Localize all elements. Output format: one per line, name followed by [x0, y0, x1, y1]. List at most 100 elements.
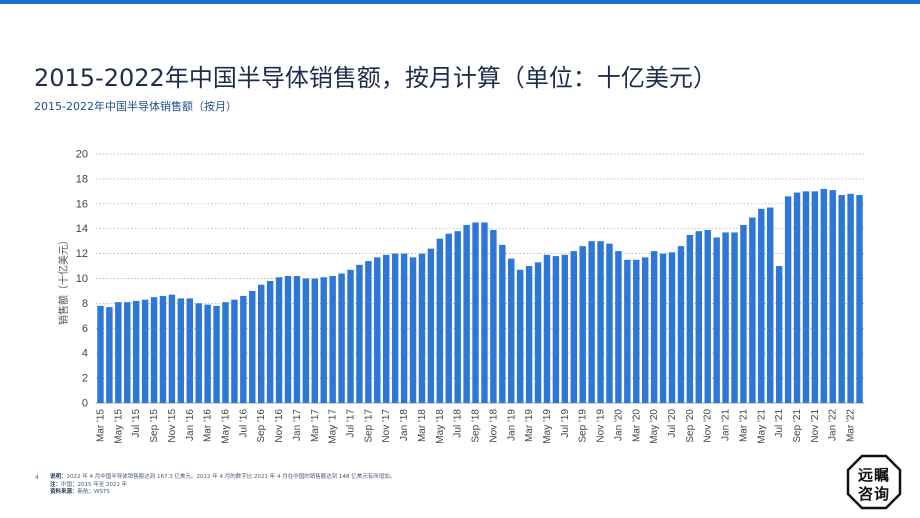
bar — [400, 253, 408, 403]
bar — [249, 290, 256, 403]
bar — [204, 304, 211, 403]
bar — [713, 237, 720, 403]
x-tick-label: Nov '20 — [703, 409, 714, 443]
bar — [445, 233, 452, 403]
chart-subtitle: 2015-2022年中国半导体销售额（按月） — [34, 100, 237, 113]
x-tick-label: Sep '15 — [149, 409, 160, 443]
bar — [150, 297, 158, 403]
bar — [97, 305, 104, 403]
bar — [231, 299, 238, 403]
bar — [508, 258, 515, 403]
bar — [257, 284, 265, 403]
bar — [758, 208, 765, 403]
y-tick-label: 4 — [82, 348, 88, 360]
x-tick-label: Jul '18 — [453, 409, 464, 438]
x-tick-label: Nov '17 — [381, 409, 392, 443]
bar — [427, 248, 435, 403]
bar — [302, 278, 310, 403]
bar — [383, 254, 390, 403]
x-tick-label: Nov '18 — [488, 409, 499, 443]
bar — [704, 229, 711, 403]
bar — [311, 278, 319, 403]
x-tick-label: Jul '16 — [238, 409, 249, 438]
bar — [650, 251, 658, 403]
bar — [141, 299, 149, 403]
bar — [284, 276, 292, 403]
y-axis-ticks: 0 2 4 6 8 10 12 14 16 18 20 — [76, 149, 88, 410]
x-tick-label: Jan '19 — [506, 409, 517, 441]
bar — [659, 253, 667, 403]
bar — [784, 196, 792, 403]
page-number: 4 — [35, 474, 39, 481]
x-tick-label: May '15 — [113, 409, 124, 444]
x-tick-label: Jan '20 — [613, 409, 624, 441]
y-tick-label: 20 — [76, 149, 88, 161]
bar — [499, 244, 506, 403]
bar — [606, 243, 613, 403]
bar — [195, 303, 202, 403]
y-tick-label: 18 — [76, 173, 88, 185]
x-tick-label: Nov '19 — [596, 409, 607, 443]
x-tick-label: Nov '21 — [810, 409, 821, 443]
page-title: 2015-2022年中国半导体销售额，按月计算（单位：十亿美元） — [34, 64, 717, 92]
bar — [561, 254, 569, 403]
y-tick-label: 12 — [76, 248, 88, 260]
bars — [97, 188, 863, 403]
bar — [463, 224, 470, 403]
footnotes: 说明：2022 年 4 月中国半导体销售额达到 167.3 亿美元。2022 年… — [50, 474, 395, 497]
bar — [356, 264, 363, 403]
y-tick-label: 6 — [82, 323, 88, 335]
bar — [838, 195, 845, 403]
bar — [686, 234, 694, 403]
bar — [168, 294, 176, 403]
bar — [597, 241, 604, 403]
y-tick-label: 10 — [76, 273, 88, 285]
bar — [338, 273, 345, 403]
bar — [374, 257, 381, 403]
x-tick-label: Mar '16 — [203, 409, 214, 442]
x-tick-label: Sep '21 — [792, 409, 803, 443]
logo-octagon-icon — [846, 454, 902, 510]
x-tick-label: May '20 — [649, 409, 660, 444]
bar — [222, 302, 229, 403]
x-tick-label: Nov '15 — [167, 409, 178, 443]
bar — [767, 207, 774, 403]
x-tick-label: Sep '17 — [363, 409, 374, 443]
bar — [802, 191, 810, 403]
bar — [847, 193, 854, 403]
bar — [775, 266, 783, 403]
bar — [516, 269, 524, 403]
bar — [347, 269, 354, 403]
bar — [615, 251, 622, 403]
y-tick-label: 8 — [82, 298, 88, 310]
x-tick-label: May '16 — [220, 409, 231, 444]
x-tick-label: Jul '17 — [346, 409, 357, 438]
x-tick-label: Jan '18 — [399, 409, 410, 441]
x-tick-label: Mar '21 — [738, 409, 749, 442]
bar — [186, 298, 193, 403]
gridlines — [96, 153, 864, 404]
bar — [409, 257, 417, 403]
bar — [132, 300, 140, 403]
bar — [829, 190, 836, 403]
bar — [365, 261, 372, 403]
bar — [106, 307, 113, 403]
bar — [695, 231, 703, 403]
y-tick-label: 2 — [82, 373, 88, 385]
x-tick-label: Jul '15 — [131, 409, 142, 438]
y-tick-label: 14 — [76, 223, 88, 235]
y-tick-label: 16 — [76, 198, 88, 210]
bar — [624, 259, 631, 403]
y-axis-label: 销售额（十亿美元） — [57, 235, 70, 325]
bar — [240, 295, 247, 403]
bar — [856, 195, 863, 403]
bar — [749, 217, 756, 403]
x-tick-label: Mar '18 — [417, 409, 428, 442]
x-tick-label: Mar '17 — [310, 409, 321, 442]
x-tick-label: Mar '22 — [846, 409, 857, 442]
bar — [418, 253, 426, 403]
source-line: 资料来源：新航；WSTS — [50, 489, 110, 495]
bar — [275, 277, 283, 403]
bar — [329, 276, 336, 403]
bar — [820, 188, 828, 403]
